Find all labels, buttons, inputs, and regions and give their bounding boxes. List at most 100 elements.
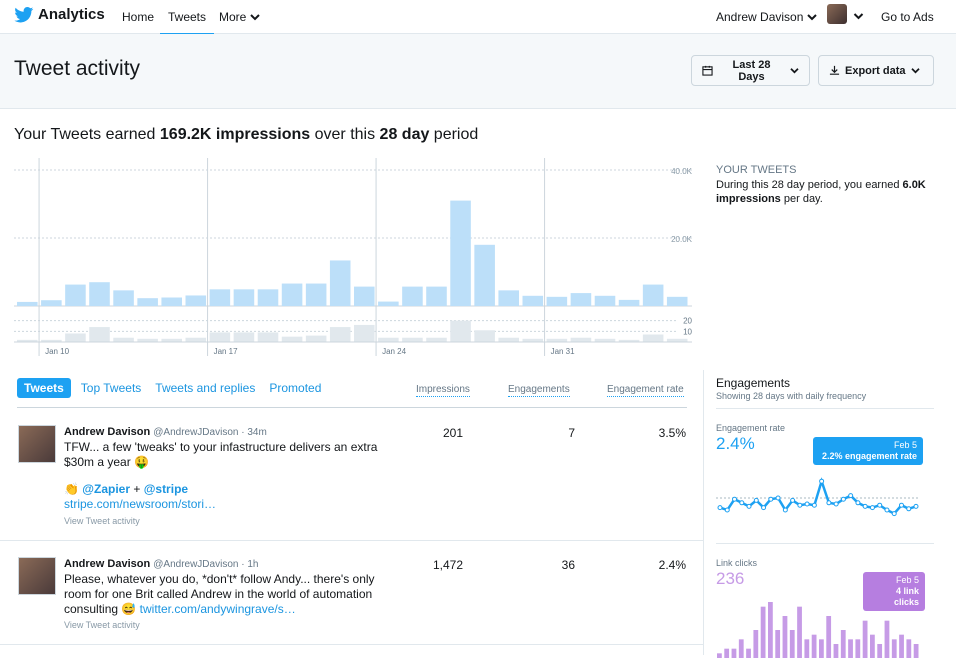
engagement-rate-point — [811, 502, 817, 508]
link-clicks-bar — [789, 630, 795, 658]
engagement-rate-point — [804, 501, 810, 507]
tweets-per-day-bar — [642, 334, 664, 342]
brand[interactable]: Analytics — [14, 6, 105, 23]
row-divider — [0, 540, 703, 541]
chevron-down-icon[interactable] — [853, 12, 864, 20]
engagement-rate-point — [775, 495, 781, 501]
link-clicks-bar — [862, 620, 868, 658]
summary-period: 28 day — [379, 126, 430, 143]
date-range-button[interactable]: Last 28 Days — [691, 55, 810, 86]
engagement-rate-point — [826, 500, 832, 506]
engagement-rate-point — [739, 500, 745, 506]
tweet-impressions: 201 — [442, 426, 463, 440]
link-clicks-bar — [848, 639, 853, 658]
impressions-bar — [257, 289, 279, 306]
link-clicks-bar — [753, 630, 759, 658]
engagements-divider — [716, 408, 934, 409]
user-menu[interactable]: Andrew Davison — [716, 10, 817, 24]
twitter-bird-icon — [14, 6, 34, 22]
link-clicks-bar — [804, 639, 810, 658]
tab-tweets[interactable]: Tweets — [17, 378, 71, 398]
view-tweet-activity-link[interactable]: View Tweet activity — [64, 620, 140, 630]
engagement-rate-point — [819, 478, 825, 484]
column-engagement-rate[interactable]: Engagement rate — [607, 384, 684, 397]
column-impressions[interactable]: Impressions — [416, 384, 470, 397]
link-clicks-bar — [775, 630, 781, 658]
impressions-bar — [378, 301, 399, 306]
avatar[interactable] — [18, 557, 56, 595]
plus-text: + — [130, 482, 144, 496]
tweets-per-day-bar — [666, 338, 688, 342]
link-clicks-bar — [717, 653, 722, 658]
tab-promoted[interactable]: Promoted — [269, 381, 322, 395]
side-text-b: 6.0K impressions — [716, 179, 926, 205]
secondary-tick-label: 20 — [683, 317, 692, 326]
link-clicks-bar — [899, 634, 904, 658]
tweets-per-day-bar — [41, 339, 62, 342]
tab-top-tweets[interactable]: Top Tweets — [80, 381, 142, 395]
mention-zapier[interactable]: @Zapier — [82, 482, 130, 496]
summary-impressions: 169.2K impressions — [159, 126, 311, 143]
link-clicks-bar — [906, 639, 912, 658]
page-title: Tweet activity — [14, 57, 141, 80]
avatar[interactable] — [827, 4, 847, 24]
tweet-link[interactable]: twitter.com/andywingrave/s… — [139, 602, 296, 616]
engagement-rate-chart[interactable] — [716, 470, 926, 530]
date-range-label: Last 28 Days — [732, 58, 771, 83]
nav-more[interactable]: More — [219, 10, 260, 24]
tweets-per-day-bar — [594, 338, 616, 342]
tweet-impressions: 1,472 — [432, 558, 463, 572]
summary-prefix: Your Tweets earned — [14, 126, 160, 143]
tweet-engagements: 7 — [568, 426, 575, 440]
engagement-rate-point — [855, 500, 861, 506]
tweet-text: TFW... a few 'tweaks' to your infastruct… — [64, 440, 394, 512]
export-data-button[interactable]: Export data — [818, 55, 934, 86]
nav-home[interactable]: Home — [122, 10, 155, 24]
engagement-rate-point — [869, 505, 875, 511]
tweets-per-day-bar — [17, 339, 38, 342]
impressions-bar — [137, 298, 158, 306]
card-divider — [716, 543, 934, 544]
tweet-line-2: 👏 @Zapier + @stripe — [64, 482, 394, 497]
engagement-rate-point — [782, 507, 788, 513]
engagement-rate-point — [753, 497, 759, 503]
column-engagements[interactable]: Engagements — [508, 384, 570, 397]
engagement-rate-label: Engagement rate — [716, 423, 786, 433]
link-clicks-bar — [768, 602, 773, 658]
tweet-tabs: Tweets Top Tweets Tweets and replies Pro… — [17, 378, 335, 398]
link-clicks-tooltip: Feb 5 4 link clicks — [863, 572, 925, 611]
nav-tweets[interactable]: Tweets — [160, 10, 215, 36]
link-clicks-chart[interactable] — [716, 598, 926, 658]
view-tweet-activity-link[interactable]: View Tweet activity — [64, 516, 140, 526]
impressions-bar — [474, 244, 495, 306]
engagement-rate-point — [891, 511, 897, 517]
link-clicks-bar — [913, 644, 919, 658]
tweet-link[interactable]: stripe.com/newsroom/stori… — [64, 497, 217, 511]
tab-tweets-and-replies[interactable]: Tweets and replies — [155, 381, 256, 395]
impressions-bar — [89, 282, 110, 306]
top-nav: Analytics Home Tweets More Andrew Daviso… — [0, 0, 956, 36]
tweet-author[interactable]: Andrew Davison @AndrewJDavison · 1h — [64, 558, 258, 570]
secondary-tick-label: 10 — [683, 327, 692, 336]
link-clicks-bar — [731, 648, 737, 658]
impressions-bar — [65, 284, 86, 306]
impressions-bar — [281, 283, 303, 306]
tweets-per-day-bar — [161, 338, 182, 342]
mention-stripe[interactable]: @stripe — [143, 482, 189, 496]
tweets-per-day-bar — [281, 336, 303, 342]
go-to-ads-link[interactable]: Go to Ads — [881, 10, 934, 24]
impressions-bar — [426, 286, 447, 306]
x-tick-label: Jan 10 — [45, 347, 70, 356]
engagements-subtitle: Showing 28 days with daily frequency — [716, 391, 867, 401]
summary-mid: over this — [310, 126, 380, 143]
tabs-divider — [17, 407, 687, 408]
tooltip-value: 2.2% engagement rate — [821, 451, 917, 461]
engagement-rate-line — [719, 477, 917, 516]
impressions-summary: Your Tweets earned 169.2K impressions ov… — [14, 126, 478, 144]
engagement-rate-point — [848, 493, 854, 499]
tweet-author[interactable]: Andrew Davison @AndrewJDavison · 34m — [64, 426, 267, 438]
avatar[interactable] — [18, 425, 56, 463]
x-tick-label: Jan 17 — [214, 347, 239, 356]
impressions-bar — [594, 295, 616, 306]
